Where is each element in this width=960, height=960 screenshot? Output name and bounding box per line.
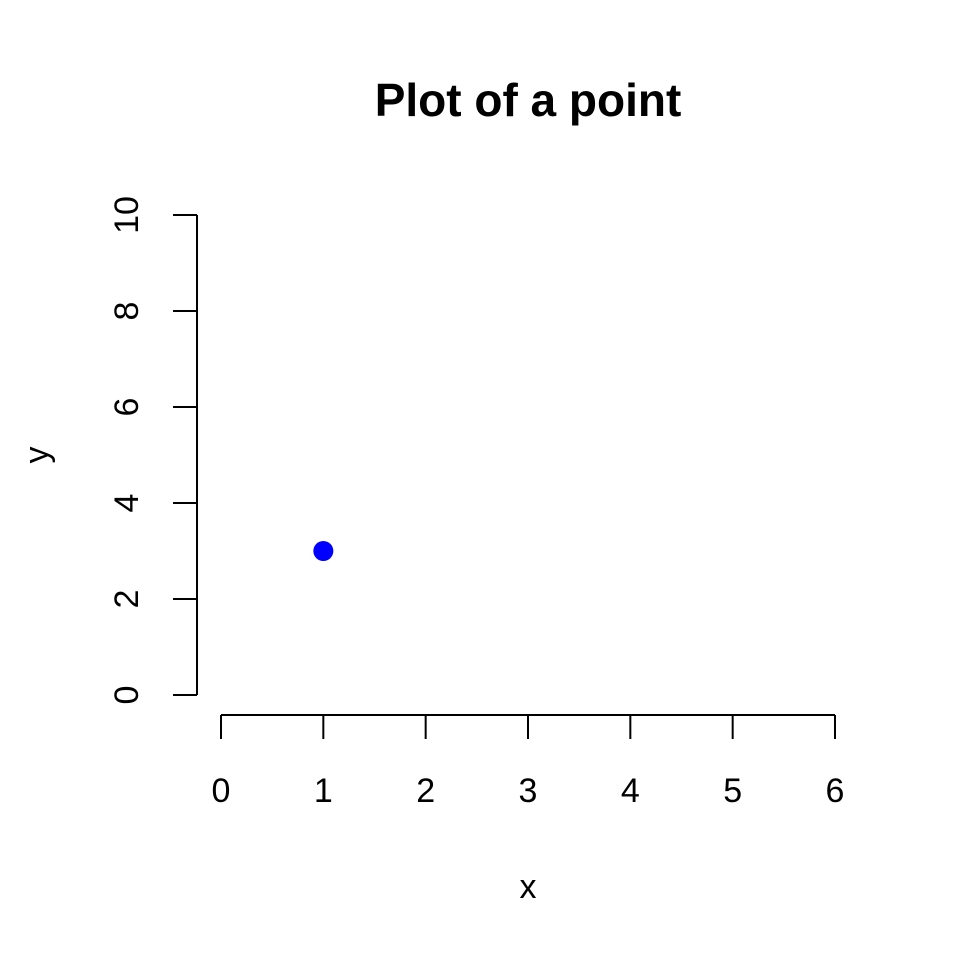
x-tick-label: 6: [826, 772, 845, 810]
chart-title: Plot of a point: [375, 74, 682, 126]
x-axis: 0 1 2 3 4 5 6: [212, 714, 845, 810]
x-tick-label: 1: [314, 772, 333, 810]
y-tick-label: 10: [108, 196, 146, 234]
y-tick-label: 4: [108, 494, 146, 513]
data-point: [313, 541, 334, 561]
y-axis: 0 2 4 6 8 10: [108, 196, 198, 705]
y-tick-label: 2: [108, 590, 146, 609]
y-axis-title: y: [18, 447, 56, 464]
y-tick-label: 0: [108, 686, 146, 705]
x-tick-label: 0: [212, 772, 231, 810]
y-tick-label: 6: [108, 398, 146, 417]
y-tick-label: 8: [108, 302, 146, 321]
x-tick-label: 2: [416, 772, 435, 810]
x-tick-label: 4: [621, 772, 640, 810]
data-points: [313, 541, 334, 561]
x-tick-label: 3: [519, 772, 538, 810]
x-axis-title: x: [520, 868, 537, 906]
x-tick-label: 5: [723, 772, 742, 810]
